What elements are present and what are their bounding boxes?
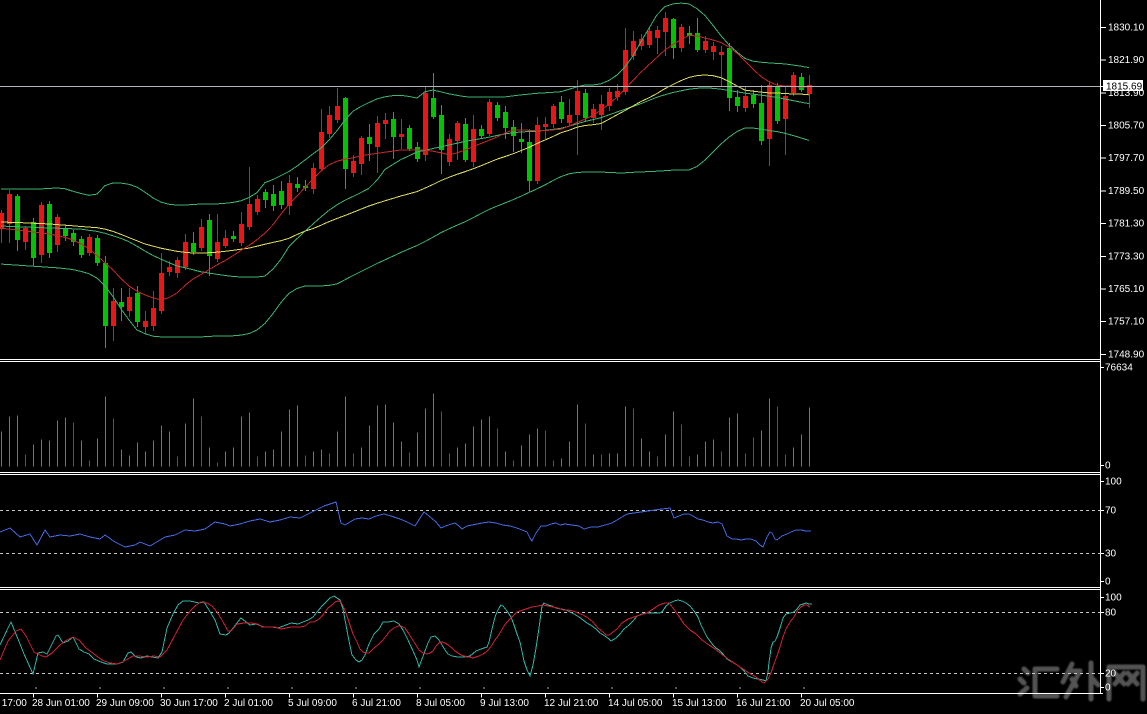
svg-text:2 Jul 01:00: 2 Jul 01:00 [224,698,273,709]
svg-text:100: 100 [1105,593,1122,604]
svg-text:20: 20 [1105,669,1117,680]
svg-text:0: 0 [1105,577,1111,588]
svg-text:30 Jun 17:00: 30 Jun 17:00 [160,698,218,709]
svg-text:29 Jun 09:00: 29 Jun 09:00 [96,698,154,709]
svg-text:9 Jul 13:00: 9 Jul 13:00 [480,698,529,709]
svg-text:1773.30: 1773.30 [1108,251,1145,262]
svg-text:15 Jul 13:00: 15 Jul 13:00 [672,698,727,709]
svg-text:16 Jul 21:00: 16 Jul 21:00 [736,698,791,709]
svg-text:1815.69: 1815.69 [1106,82,1143,93]
svg-text:1765.10: 1765.10 [1108,284,1145,295]
svg-text:76634: 76634 [1105,363,1133,374]
svg-text:80: 80 [1105,608,1117,619]
svg-text:0: 0 [1105,683,1111,694]
svg-text:1813.90: 1813.90 [1108,88,1145,99]
svg-text:1757.10: 1757.10 [1108,317,1145,328]
svg-text:6 Jul 21:00: 6 Jul 21:00 [352,698,401,709]
svg-text:100: 100 [1105,477,1122,488]
svg-text:1821.90: 1821.90 [1108,55,1145,66]
svg-text:70: 70 [1105,506,1117,517]
svg-text:14 Jul 05:00: 14 Jul 05:00 [608,698,663,709]
svg-text:1805.70: 1805.70 [1108,121,1145,132]
svg-text:1748.90: 1748.90 [1108,349,1145,360]
svg-text:30: 30 [1105,549,1117,560]
svg-text:12 Jul 21:00: 12 Jul 21:00 [544,698,599,709]
svg-text:1781.30: 1781.30 [1108,219,1145,230]
svg-text:8 Jul 05:00: 8 Jul 05:00 [416,698,465,709]
svg-text:1830.10: 1830.10 [1108,23,1145,34]
svg-text:0: 0 [1105,461,1111,472]
svg-text:27 Jun 17:00: 27 Jun 17:00 [0,698,27,709]
svg-text:5 Jul 09:00: 5 Jul 09:00 [288,698,337,709]
svg-text:1797.70: 1797.70 [1108,153,1145,164]
svg-text:1789.50: 1789.50 [1108,186,1145,197]
svg-text:28 Jun 01:00: 28 Jun 01:00 [32,698,90,709]
svg-text:20 Jul 05:00: 20 Jul 05:00 [800,698,855,709]
